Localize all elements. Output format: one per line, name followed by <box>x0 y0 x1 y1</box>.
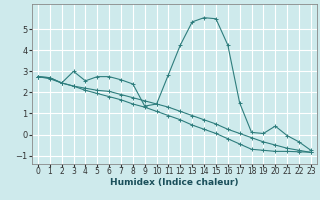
X-axis label: Humidex (Indice chaleur): Humidex (Indice chaleur) <box>110 178 239 187</box>
